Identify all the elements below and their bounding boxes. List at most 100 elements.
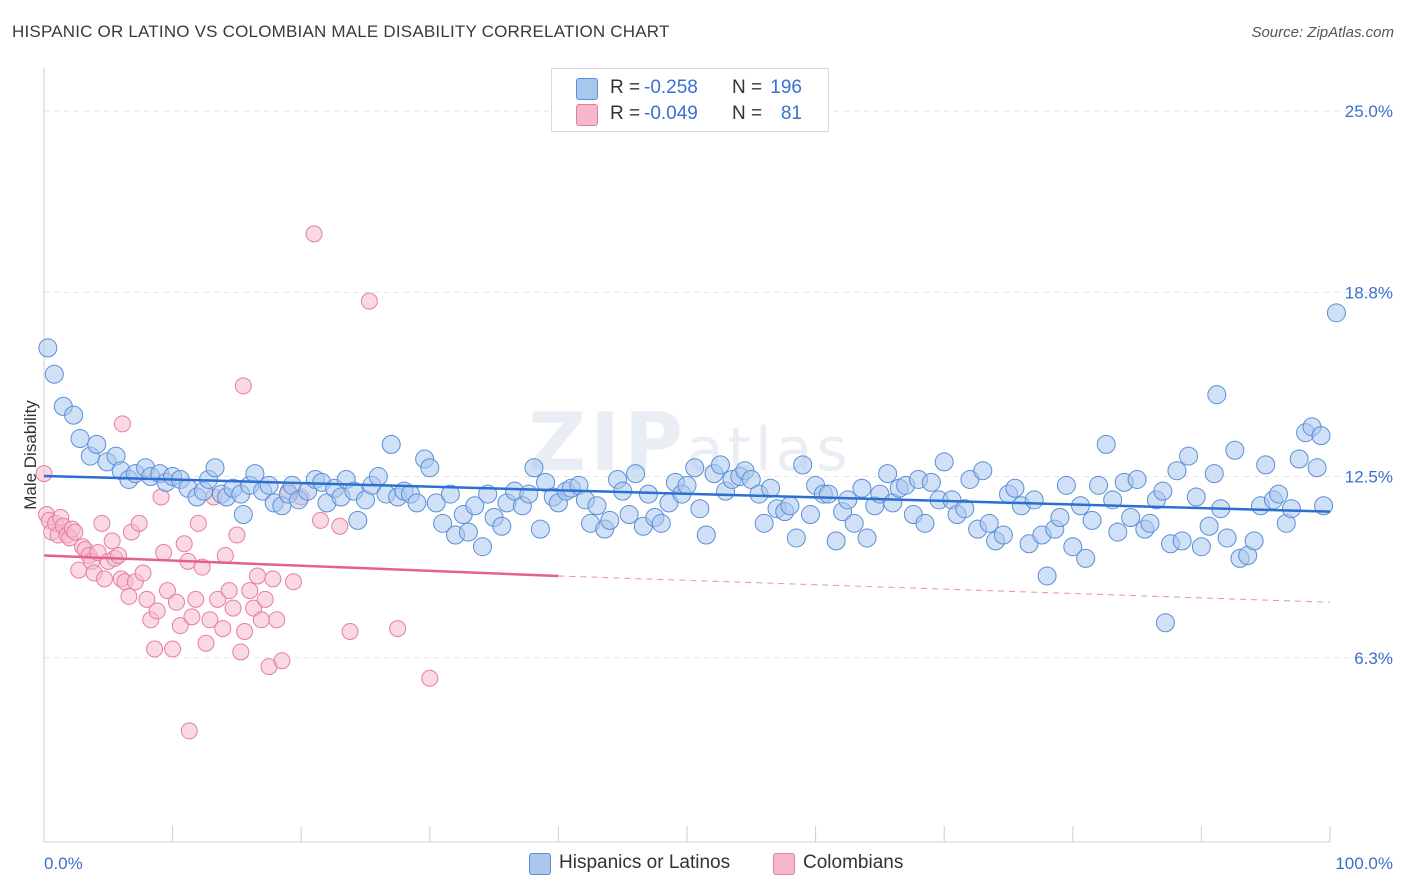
hispanics-point [44,364,64,384]
colombians-point [236,622,254,640]
colombians-point [197,634,215,652]
hispanics-point [857,528,877,548]
hispanics-point [426,493,446,513]
y-tick-label: 18.8% [1345,283,1393,302]
hispanics-point [87,434,107,454]
hispanics-point [381,434,401,454]
colombians-point [389,620,407,638]
colombians-point [120,587,138,605]
legend-n-value: 196 [770,77,802,98]
chart-title: HISPANIC OR LATINO VS COLOMBIAN MALE DIS… [12,22,670,41]
colombians-point [341,622,359,640]
colombians-point [167,593,185,611]
hispanics-point [826,531,846,551]
colombians-point [273,652,291,670]
colombians-point [421,669,439,687]
hispanics-point [1256,455,1276,475]
hispanics-point [955,499,975,519]
colombians-point [66,523,84,541]
source-label: Source: ZipAtlas.com [1251,24,1394,41]
hispanics-point [1167,461,1187,481]
bottom-legend-label: Colombians [803,852,904,873]
colombians-point [331,517,349,535]
hispanics-point [530,519,550,539]
hispanics-point [754,513,774,533]
legend-row-colombians: R = -0.049 N = 81 [552,101,828,127]
colombians-trend-line [43,554,559,578]
hispanics-trend-line [43,474,1331,513]
legend-n-label: N = [732,77,763,98]
hispanics-point [793,455,813,475]
hispanics-point [1217,528,1237,548]
colombians-trend-extension [558,575,1331,603]
colombians-point [241,582,259,600]
hispanics-point [1056,475,1076,495]
hispanics-point [710,455,730,475]
hispanics-point [368,467,388,487]
bottom-legend-label: Hispanics or Latinos [559,852,731,873]
hispanics-point [741,469,761,489]
colombians-point [234,377,252,395]
colombians-point [180,722,198,740]
hispanics-point [259,475,279,495]
hispanics-point [1127,469,1147,489]
tick-labels: 6.3% 12.5% 18.8% 25.0% 0.0% 100.0% [44,102,1393,873]
colombians-point [305,225,323,243]
hispanics-point [433,513,453,533]
hispanics-point [993,525,1013,545]
colombians-point [264,570,282,588]
legend-r-label: R = [610,103,641,124]
hispanics-point [1024,490,1044,510]
hispanics-point [1326,303,1346,323]
colombians-point [311,511,329,529]
hispanics-point [519,484,539,504]
hispanics-point [1191,537,1211,557]
hispanics-point [690,499,710,519]
hispanics-point [838,490,858,510]
legend-swatch-pink [576,104,598,126]
hispanics-point [536,472,556,492]
hispanics-point [818,484,838,504]
hispanics-point [1155,613,1175,633]
colombians-point [134,564,152,582]
legend-n-label: N = [732,103,763,124]
bottom-legend-swatch-blue [529,853,551,875]
hispanics-point [64,405,84,425]
legend-swatch-blue [576,78,598,100]
hispanics-point [205,458,225,478]
colombians-point [35,465,53,483]
hispanics-point [1179,446,1199,466]
hispanics-point [780,496,800,516]
legend-r-value: -0.049 [644,103,698,124]
colombians-point [138,590,156,608]
legend-r-label: R = [610,77,641,98]
hispanics-point [1186,487,1206,507]
hispanics-point [70,429,90,449]
hispanics-point [934,452,954,472]
colombians-point [214,620,232,638]
bottom-legend-swatch-pink [773,853,795,875]
hispanics-point [440,484,460,504]
hispanics-point [587,496,607,516]
colombians-point [93,514,111,532]
hispanics-point [1199,516,1219,536]
hispanics-point [1153,481,1173,501]
hispanics-point [1121,507,1141,527]
colombians-point [228,526,246,544]
hispanics-point [696,525,716,545]
colombians-point [130,514,148,532]
y-tick-label: 12.5% [1345,468,1393,487]
hispanics-point [420,458,440,478]
y-tick-label: 6.3% [1354,649,1393,668]
hispanics-point [458,522,478,542]
hispanics-point [1076,548,1096,568]
hispanics-point [1050,507,1070,527]
colombians-point [171,617,189,635]
hispanics-point [1289,449,1309,469]
hispanics-point [1204,464,1224,484]
hispanics-point [786,528,806,548]
colombians-point [110,546,128,564]
colombians-point [232,643,250,661]
colombians-point [95,570,113,588]
